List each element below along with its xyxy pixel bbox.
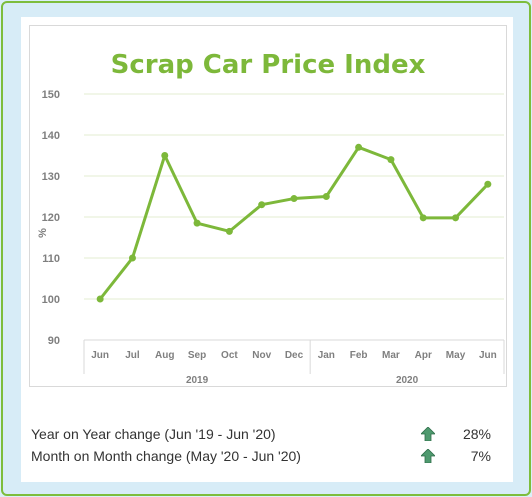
chart-area: Scrap Car Price Index 90 100 110 120 130 140 15… [29, 25, 507, 387]
x-tick-label: Dec [285, 350, 304, 361]
data-point [387, 156, 395, 164]
data-point [258, 201, 266, 209]
stats-panel: Year on Year change (Jun '19 - Jun '20) … [31, 423, 491, 467]
y-tick-label: 150 [42, 89, 60, 101]
stat-label: Year on Year change (Jun '19 - Jun '20) [31, 426, 276, 442]
data-point [96, 295, 104, 303]
x-tick-label: Sep [188, 350, 206, 361]
y-tick-label: 110 [42, 253, 60, 265]
stat-label: Month on Month change (May '20 - Jun '20… [31, 448, 301, 464]
x-tick-label: Jul [125, 350, 140, 361]
x-tick-label: Jan [318, 350, 335, 361]
y-tick-label: 100 [42, 294, 60, 306]
up-arrow-icon [421, 449, 435, 463]
stat-value: 28% [462, 426, 491, 442]
widget-panel: Scrap Car Price Index 90 100 110 120 130 140 15… [21, 17, 513, 482]
y-axis-label: % [37, 228, 49, 238]
data-point [193, 219, 201, 227]
x-tick-label: Jun [91, 350, 109, 361]
data-point [452, 214, 460, 222]
data-point [225, 227, 233, 235]
x-tick-label: Oct [221, 350, 238, 361]
y-tick-label: 120 [42, 212, 60, 224]
data-point [355, 143, 363, 151]
x-tick-label: Jun [479, 350, 497, 361]
data-point [419, 214, 427, 222]
stat-row-yoy: Year on Year change (Jun '19 - Jun '20) … [31, 423, 491, 445]
data-point [161, 152, 169, 159]
data-point [322, 193, 330, 200]
series-line [98, 145, 490, 301]
stat-row-mom: Month on Month change (May '20 - Jun '20… [31, 445, 491, 467]
x-tick-label: May [446, 350, 466, 361]
data-point [290, 195, 298, 203]
price-index-chart: Scrap Car Price Index 90 100 110 120 130 140 15… [37, 50, 505, 386]
y-tick-label: 90 [48, 335, 60, 347]
data-point [128, 254, 136, 262]
x-tick-label: Apr [415, 350, 432, 361]
group-label: 2020 [396, 375, 419, 386]
x-tick-label: Nov [252, 350, 271, 361]
x-tick-label: Feb [350, 350, 368, 361]
stat-value: 7% [470, 448, 491, 464]
chart-title: Scrap Car Price Index [111, 50, 426, 80]
x-tick-label: Mar [382, 350, 400, 361]
x-tick-label: Aug [155, 350, 174, 361]
y-tick-label: 130 [42, 171, 60, 183]
data-point [484, 180, 492, 188]
group-label: 2019 [186, 375, 209, 386]
y-tick-label: 140 [42, 130, 60, 142]
up-arrow-icon [421, 427, 435, 441]
